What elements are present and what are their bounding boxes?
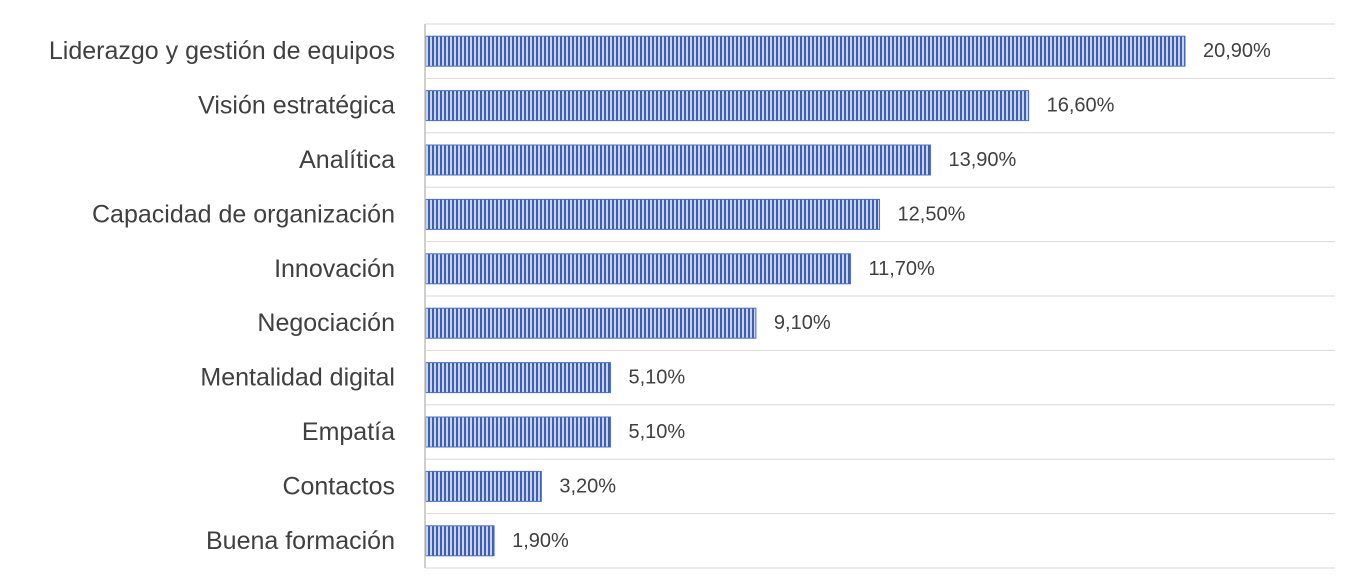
gridlines xyxy=(425,23,1335,569)
data-label: 13,90% xyxy=(948,149,1016,171)
bar xyxy=(424,198,881,230)
data-label: 11,70% xyxy=(868,258,935,280)
bar xyxy=(424,362,611,394)
category-label: Liderazgo y gestión de equipos xyxy=(49,37,395,65)
data-labels: 20,90% 16,60% 13,90% 12,50% 11,70% 9,10% 5,10%… xyxy=(512,40,1271,552)
bar xyxy=(424,525,495,557)
data-label: 5,10% xyxy=(628,421,685,443)
data-label: 3,20% xyxy=(559,475,616,497)
bar xyxy=(424,253,851,285)
category-label: Visión estratégica xyxy=(198,92,395,120)
category-label: Mentalidad digital xyxy=(200,364,395,392)
bar xyxy=(424,307,757,339)
category-label: Capacidad de organización xyxy=(92,200,395,228)
data-label: 1,90% xyxy=(512,530,569,552)
bar xyxy=(424,416,611,448)
bar xyxy=(424,90,1030,122)
bar xyxy=(424,470,542,502)
data-label: 20,90% xyxy=(1203,40,1271,62)
data-label: 12,50% xyxy=(898,203,966,225)
data-label: 9,10% xyxy=(774,312,831,334)
bar xyxy=(424,144,931,176)
category-label: Negociación xyxy=(257,309,395,337)
category-label: Empatía xyxy=(302,418,395,446)
bar xyxy=(424,35,1186,67)
data-label: 5,10% xyxy=(628,367,685,389)
category-label: Contactos xyxy=(282,472,395,500)
category-label: Analítica xyxy=(299,146,395,174)
category-labels: Liderazgo y gestión de equipos Visión est… xyxy=(49,37,395,555)
category-label: Innovación xyxy=(274,255,395,283)
data-label: 16,60% xyxy=(1047,95,1115,117)
category-label: Buena formación xyxy=(206,527,395,555)
